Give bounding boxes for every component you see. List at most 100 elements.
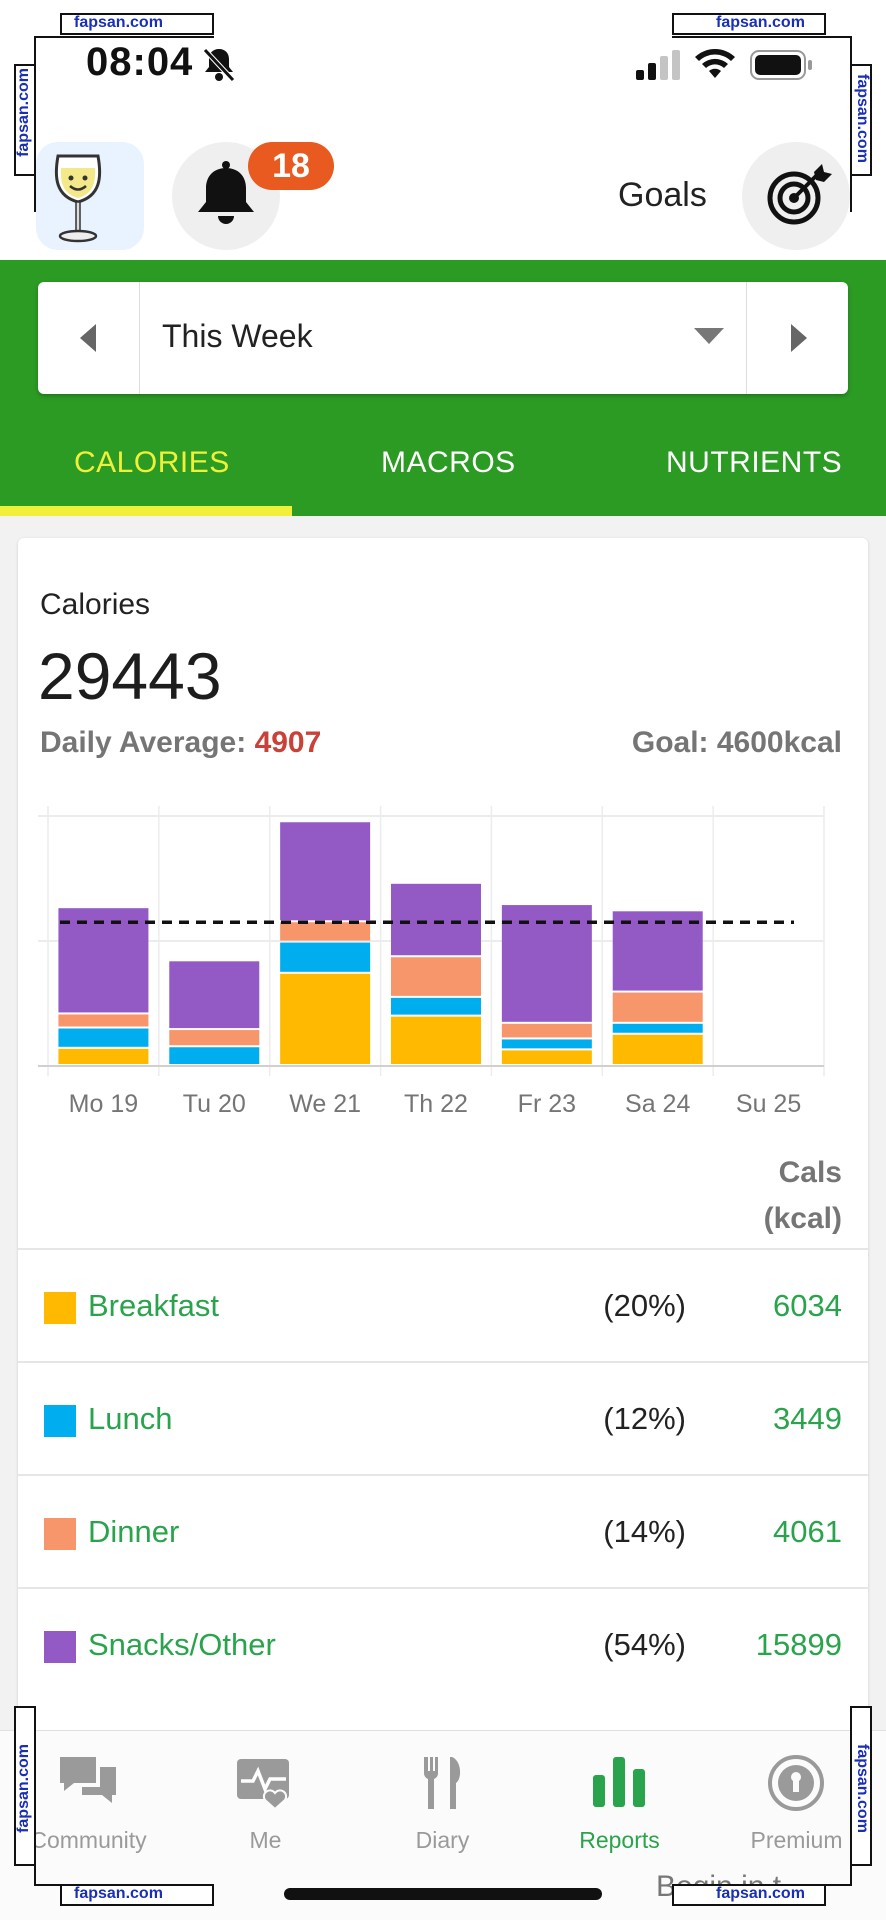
watermark-text: fapsan.com (74, 1885, 163, 1902)
bar-breakfast-2 (280, 973, 371, 1064)
x-tick-label: Fr 23 (518, 1090, 576, 1118)
watermark-box (672, 13, 826, 35)
fork-knife-icon (423, 1757, 461, 1809)
cellular-signal-icon (636, 50, 680, 80)
meal-row-breakfast[interactable]: Breakfast (20%) 6034 (18, 1248, 868, 1361)
bar-lunch-3 (391, 997, 481, 1015)
bar-lunch-4 (501, 1039, 592, 1049)
meal-row-lunch[interactable]: Lunch (12%) 3449 (18, 1361, 868, 1474)
meal-name: Lunch (88, 1401, 173, 1436)
bar-snacks-other-5 (612, 911, 703, 991)
bar-snacks-other-0 (58, 908, 149, 1013)
watermark-text: fapsan.com (854, 74, 871, 163)
x-tick-label: Sa 24 (625, 1090, 690, 1118)
app-header: 18 Goals (0, 130, 886, 260)
watermark-text: fapsan.com (716, 1885, 805, 1902)
card-title: Calories (40, 588, 151, 621)
bell-icon (198, 161, 254, 224)
watermark-box (60, 1884, 214, 1906)
meal-percent: (12%) (603, 1401, 686, 1436)
tab-macros[interactable]: MACROS (381, 446, 516, 479)
dropdown-caret-icon[interactable] (694, 328, 724, 344)
x-tick-label: Mo 19 (69, 1090, 138, 1118)
notification-count-badge: 18 (248, 142, 334, 190)
wine-glass-icon (54, 154, 102, 243)
goals-label[interactable]: Goals (618, 176, 707, 214)
bar-snacks-other-2 (280, 822, 371, 921)
nav-me[interactable]: Me (177, 1731, 354, 1871)
active-tab-indicator (0, 506, 292, 516)
nav-label: Reports (579, 1827, 660, 1853)
bar-dinner-0 (58, 1014, 149, 1027)
watermark-frame (672, 36, 852, 38)
nav-premium[interactable]: Premium (708, 1731, 885, 1871)
bar-lunch-1 (169, 1047, 260, 1064)
breakfast-swatch (44, 1292, 76, 1324)
cals-column-header: Cals (kcal) (764, 1150, 842, 1242)
chat-icon (60, 1757, 116, 1803)
bar-breakfast-3 (391, 1016, 481, 1064)
x-tick-label: Th 22 (404, 1090, 468, 1118)
goals-button[interactable] (742, 142, 850, 250)
bar-chart-icon (593, 1757, 645, 1807)
heart-monitor-icon (237, 1759, 289, 1811)
meal-row-snacks[interactable]: Snacks/Other (54%) 15899 (18, 1587, 868, 1700)
watermark-box (14, 64, 36, 176)
chevron-right-icon (791, 324, 807, 352)
chevron-left-icon (80, 324, 96, 352)
nav-community[interactable]: Community (0, 1731, 177, 1871)
goal-text: Goal: 4600kcal (631, 726, 842, 759)
watermark-text: fapsan.com (15, 68, 32, 157)
bar-breakfast-4 (501, 1050, 592, 1064)
period-label[interactable]: This Week (162, 318, 313, 354)
x-tick-label: Tu 20 (183, 1090, 246, 1118)
nav-reports[interactable]: Reports (531, 1731, 708, 1871)
bar-snacks-other-4 (501, 905, 592, 1022)
period-selector: This Week (38, 282, 848, 394)
bar-lunch-5 (612, 1023, 703, 1033)
daily-average-label: Daily Average: (40, 726, 247, 759)
status-time: 08:04 (86, 40, 194, 84)
previous-period-button[interactable] (38, 282, 140, 394)
bar-dinner-1 (169, 1030, 260, 1046)
nav-label: Me (249, 1827, 282, 1853)
avatar[interactable] (36, 142, 144, 250)
bell-muted-icon (203, 48, 235, 82)
bar-dinner-3 (391, 957, 481, 996)
cals-header-line1: Cals (778, 1156, 842, 1189)
calories-chart: Mo 19 Tu 20 We 21 Th 22 Fr 23 Sa 24 Su 25 (38, 806, 825, 1118)
bar-breakfast-0 (58, 1048, 149, 1064)
nav-diary[interactable]: Diary (354, 1731, 531, 1871)
nav-label: Premium (750, 1827, 843, 1853)
watermark-text: fapsan.com (716, 14, 805, 31)
meal-row-dinner[interactable]: Dinner (14%) 4061 (18, 1474, 868, 1587)
dinner-swatch (44, 1518, 76, 1550)
tab-nutrients[interactable]: NUTRIENTS (666, 446, 843, 479)
bar-dinner-2 (280, 922, 371, 941)
x-tick-label: We 21 (289, 1090, 361, 1118)
premium-badge-icon (768, 1755, 824, 1811)
calories-card: Calories 29443 Daily Average: 4907 Goal:… (18, 538, 868, 1738)
battery-icon (750, 50, 812, 80)
x-tick-label: Su 25 (736, 1090, 801, 1118)
cals-header-line2: (kcal) (763, 1202, 842, 1235)
next-period-button[interactable] (746, 282, 848, 394)
notifications-button[interactable] (172, 142, 280, 250)
total-calories: 29443 (38, 639, 222, 713)
watermark-text: fapsan.com (854, 1744, 871, 1833)
tab-calories[interactable]: CALORIES (74, 446, 230, 479)
snacks-swatch (44, 1631, 76, 1663)
meal-percent: (54%) (603, 1627, 686, 1662)
bar-dinner-5 (612, 992, 703, 1022)
bar-lunch-2 (280, 942, 371, 972)
meal-name: Dinner (88, 1514, 180, 1549)
watermark-box (672, 1884, 826, 1906)
nav-label: Diary (415, 1827, 470, 1853)
home-indicator[interactable] (284, 1888, 602, 1900)
watermark-text: fapsan.com (74, 14, 163, 31)
nav-label: Community (30, 1827, 147, 1853)
bar-breakfast-5 (612, 1034, 703, 1064)
meal-name: Snacks/Other (88, 1627, 276, 1662)
bar-dinner-4 (501, 1023, 592, 1038)
meal-percent: (14%) (603, 1514, 686, 1549)
